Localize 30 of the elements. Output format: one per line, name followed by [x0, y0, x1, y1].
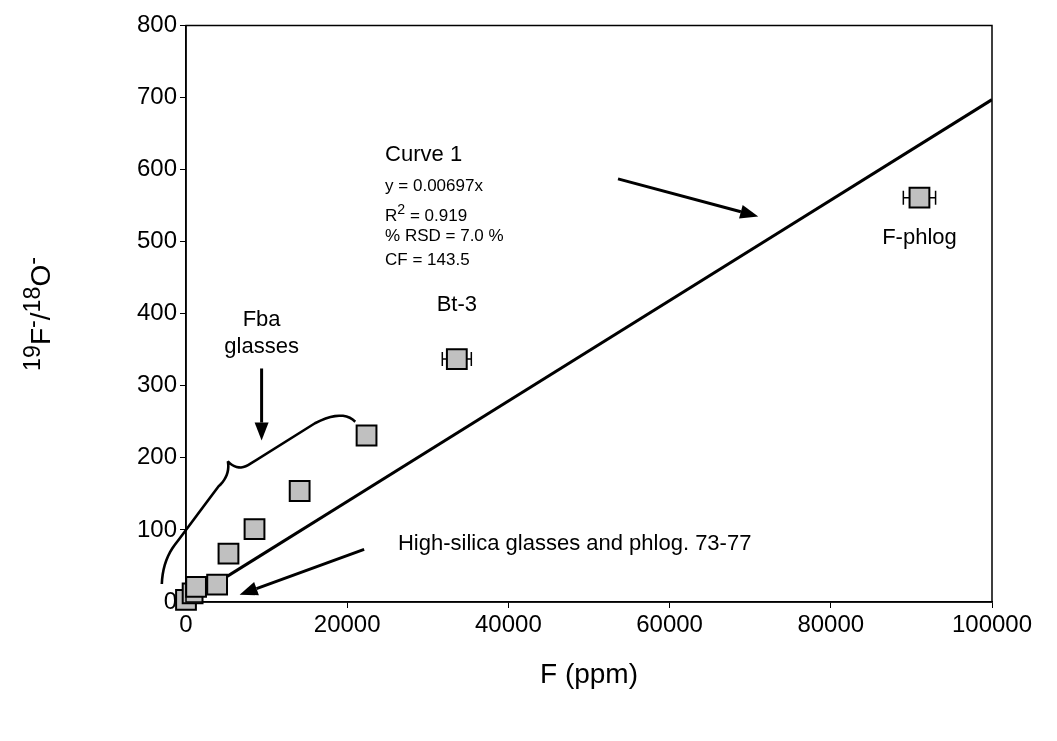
- y-tick-label: 200: [136, 442, 177, 470]
- annotation: Fba glasses: [223, 306, 300, 360]
- x-tick-label: 20000: [313, 610, 381, 638]
- y-tick-label: 300: [136, 370, 177, 398]
- annotation: R$^{2}$ = 0.919: [385, 200, 468, 226]
- annotation: % RSD = 7.0 %: [385, 225, 504, 247]
- annotation: Bt-3: [435, 291, 478, 318]
- y-tick-label: 700: [136, 82, 177, 110]
- point: [206, 573, 229, 596]
- point: [217, 542, 240, 565]
- y-tick-label: 100: [136, 514, 177, 542]
- y-tick-label: 600: [136, 154, 177, 182]
- annotation: Curve 1: [385, 140, 463, 168]
- x-tick-label: 80000: [797, 610, 865, 638]
- point: [908, 186, 931, 209]
- x-tick-label: 60000: [636, 610, 703, 638]
- point: [445, 348, 468, 371]
- point: [355, 424, 378, 447]
- x-tick-label: 40000: [475, 610, 542, 638]
- point: [243, 518, 266, 541]
- point: [288, 480, 311, 502]
- x-axis-title: F (ppm): [539, 658, 639, 690]
- annotation: CF = 143.5: [385, 250, 470, 271]
- y-tick-label: 500: [136, 226, 177, 254]
- x-tick-label: 100000: [951, 610, 1033, 638]
- annotation: F-phlog: [881, 223, 958, 251]
- y-tick-label: 400: [136, 298, 177, 326]
- annotation: y = 0.00697x: [385, 176, 483, 197]
- annotation: High-silica glasses and phlog. 73-77: [397, 529, 752, 557]
- y-tick-label: 800: [136, 10, 177, 38]
